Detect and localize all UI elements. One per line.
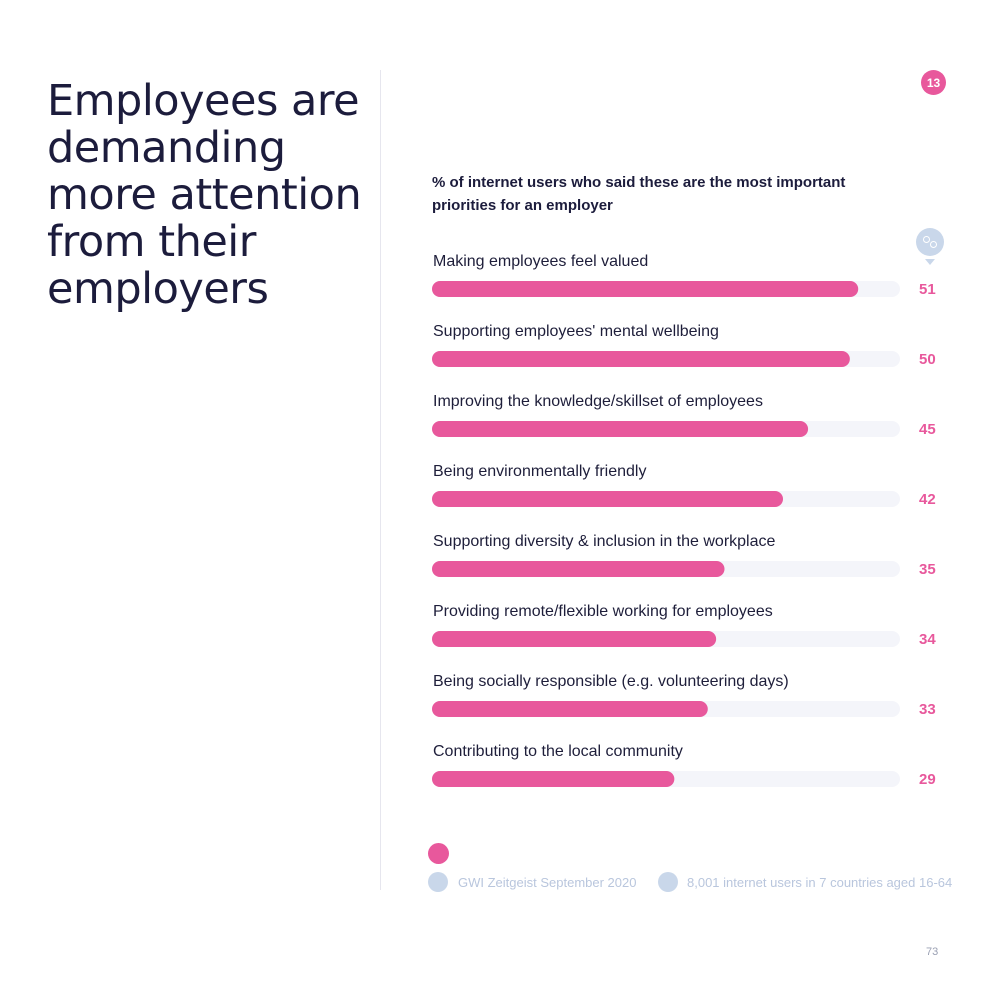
bar-value-label: 29: [919, 771, 936, 788]
bar-label: Providing remote/flexible working for em…: [433, 603, 773, 620]
bar: [432, 631, 717, 647]
bar-value-label: 42: [919, 491, 936, 508]
bar: [432, 351, 850, 367]
bar: [432, 281, 859, 297]
people-icon: [916, 228, 944, 265]
source-text: GWI Zeitgeist September 2020: [458, 875, 637, 890]
bar-label: Making employees feel valued: [433, 253, 648, 270]
bar-value-label: 33: [919, 701, 936, 718]
source-icon: [428, 872, 448, 892]
bar: [432, 491, 783, 507]
bar-label: Improving the knowledge/skillset of empl…: [433, 393, 763, 410]
bar: [432, 701, 708, 717]
page-title: Employees are demanding more attention f…: [47, 76, 362, 314]
bar-value-label: 45: [919, 421, 936, 438]
bar: [432, 421, 809, 437]
bar-label: Supporting diversity & inclusion in the …: [433, 533, 776, 550]
bar-value-label: 34: [919, 631, 936, 648]
bar-value-label: 50: [919, 351, 936, 368]
bar-value-label: 51: [919, 281, 936, 298]
bar-label: Being socially responsible (e.g. volunte…: [433, 673, 789, 690]
bar-value-label: 35: [919, 561, 936, 578]
bar-label: Supporting employees' mental wellbeing: [433, 323, 719, 340]
chart-title: % of internet users who said these are t…: [432, 174, 846, 214]
bar-label: Being environmentally friendly: [433, 463, 646, 480]
info-dot-icon: [428, 843, 449, 864]
bar: [432, 771, 675, 787]
bar: [432, 561, 725, 577]
vertical-divider: [380, 70, 381, 890]
sample-icon: [658, 872, 678, 892]
sample-text: 8,001 internet users in 7 countries aged…: [687, 875, 953, 890]
page-number: 73: [926, 946, 939, 958]
page-badge: 13: [921, 70, 946, 95]
bar-label: Contributing to the local community: [433, 743, 683, 760]
